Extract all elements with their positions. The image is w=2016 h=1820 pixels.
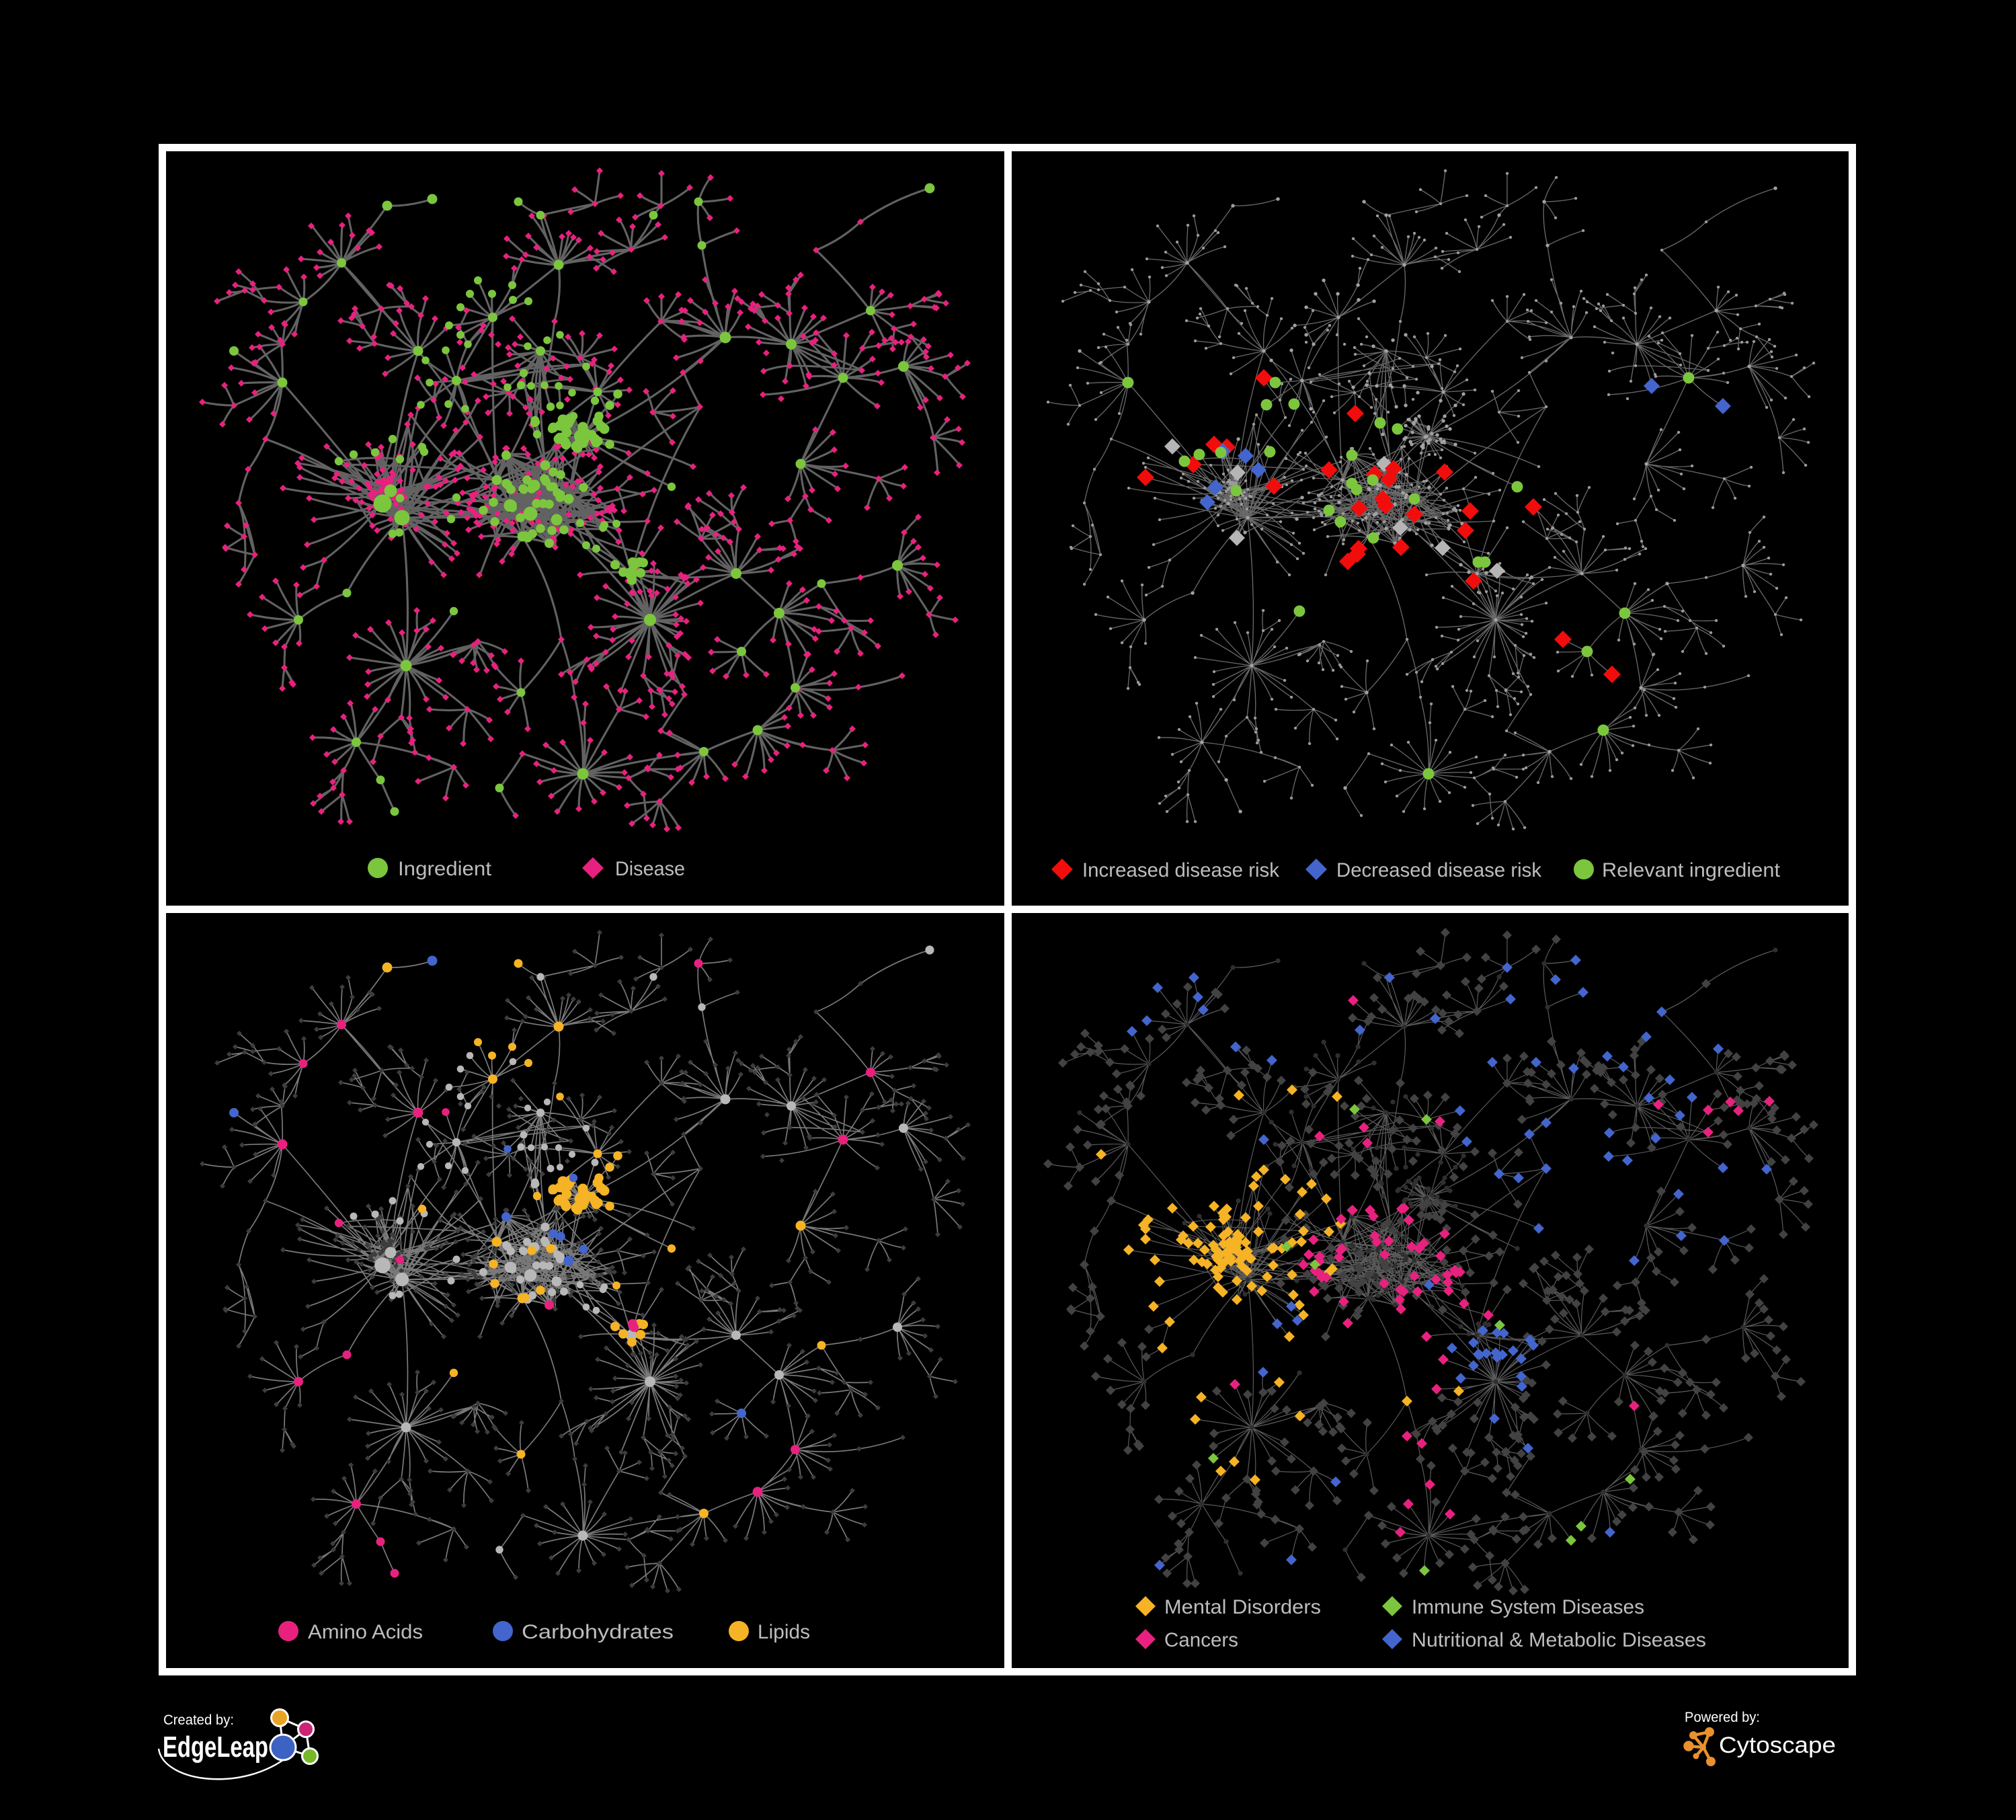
- svg-text:Powered by:: Powered by:: [1685, 1710, 1760, 1725]
- svg-text:Lipids: Lipids: [758, 1621, 810, 1643]
- svg-text:EdgeLeap: EdgeLeap: [163, 1731, 268, 1764]
- svg-text:Created by:: Created by:: [163, 1712, 234, 1728]
- svg-text:Relevant ingredient: Relevant ingredient: [1602, 859, 1781, 881]
- svg-text:Cytoscape: Cytoscape: [1719, 1733, 1836, 1758]
- svg-text:Increased disease risk: Increased disease risk: [1082, 859, 1280, 881]
- svg-text:Carbohydrates: Carbohydrates: [522, 1621, 674, 1643]
- svg-text:Immune System Diseases: Immune System Diseases: [1412, 1596, 1644, 1618]
- svg-text:Nutritional & Metabolic Diseas: Nutritional & Metabolic Diseases: [1412, 1629, 1706, 1651]
- svg-text:Amino Acids: Amino Acids: [308, 1621, 423, 1643]
- svg-text:Decreased disease risk: Decreased disease risk: [1336, 859, 1542, 881]
- svg-text:Mental Disorders: Mental Disorders: [1164, 1596, 1321, 1618]
- svg-text:Disease: Disease: [615, 858, 685, 880]
- svg-text:Ingredient: Ingredient: [398, 858, 492, 880]
- svg-text:Cancers: Cancers: [1164, 1629, 1238, 1651]
